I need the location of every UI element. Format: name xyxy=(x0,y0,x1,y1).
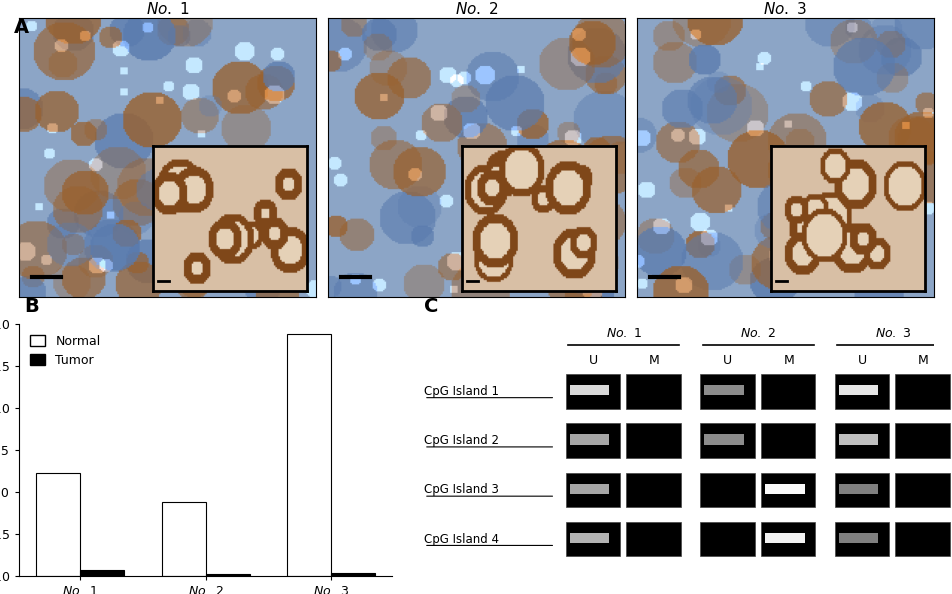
Bar xyxy=(838,434,878,445)
Bar xyxy=(287,334,331,576)
Bar xyxy=(625,522,681,557)
Bar xyxy=(565,522,620,557)
Text: U: U xyxy=(857,354,866,367)
Bar xyxy=(569,484,608,494)
Text: U: U xyxy=(588,354,597,367)
Bar xyxy=(36,473,80,576)
Legend: Normal, Tumor: Normal, Tumor xyxy=(26,330,106,372)
Bar xyxy=(704,385,743,396)
Bar xyxy=(565,424,620,458)
Bar xyxy=(894,522,949,557)
Bar xyxy=(700,473,754,507)
Text: $\it{No.\ 2}$: $\it{No.\ 2}$ xyxy=(740,327,776,340)
Text: CpG Island 4: CpG Island 4 xyxy=(424,533,499,546)
Bar xyxy=(625,374,681,409)
Bar xyxy=(834,473,888,507)
Text: CpG Island 3: CpG Island 3 xyxy=(424,484,498,497)
Bar xyxy=(834,374,888,409)
Bar xyxy=(569,385,608,396)
Bar xyxy=(838,533,878,544)
Bar xyxy=(894,424,949,458)
Text: $\it{No.\ 1}$: $\it{No.\ 1}$ xyxy=(605,327,642,340)
Bar xyxy=(894,374,949,409)
Bar xyxy=(569,533,608,544)
Bar xyxy=(625,424,681,458)
Bar xyxy=(625,473,681,507)
Bar xyxy=(565,473,620,507)
Text: $\it{No.\ 3}$: $\it{No.\ 3}$ xyxy=(874,327,910,340)
Bar xyxy=(838,385,878,396)
Bar xyxy=(704,434,743,445)
Title: $\it{No.\ 2}$: $\it{No.\ 2}$ xyxy=(454,1,498,17)
Bar xyxy=(206,574,249,576)
Bar xyxy=(700,374,754,409)
Title: $\it{No.\ 1}$: $\it{No.\ 1}$ xyxy=(146,1,189,17)
Bar xyxy=(760,424,815,458)
Bar xyxy=(760,522,815,557)
Title: $\it{No.\ 3}$: $\it{No.\ 3}$ xyxy=(763,1,806,17)
Bar xyxy=(331,573,375,576)
Text: M: M xyxy=(783,354,793,367)
Text: B: B xyxy=(24,297,38,316)
Bar xyxy=(760,374,815,409)
Bar xyxy=(764,484,803,494)
Text: M: M xyxy=(917,354,927,367)
Bar xyxy=(894,473,949,507)
Text: C: C xyxy=(424,297,438,316)
Bar xyxy=(569,434,608,445)
Text: A: A xyxy=(14,18,30,37)
Bar xyxy=(834,522,888,557)
Bar xyxy=(838,484,878,494)
Bar xyxy=(162,502,206,576)
Bar xyxy=(80,570,124,576)
Text: U: U xyxy=(723,354,732,367)
Text: M: M xyxy=(648,354,659,367)
Bar xyxy=(700,424,754,458)
Bar xyxy=(760,473,815,507)
Bar xyxy=(700,522,754,557)
Text: CpG Island 1: CpG Island 1 xyxy=(424,385,499,398)
Bar xyxy=(565,374,620,409)
Text: CpG Island 2: CpG Island 2 xyxy=(424,434,499,447)
Bar xyxy=(764,533,803,544)
Bar xyxy=(834,424,888,458)
